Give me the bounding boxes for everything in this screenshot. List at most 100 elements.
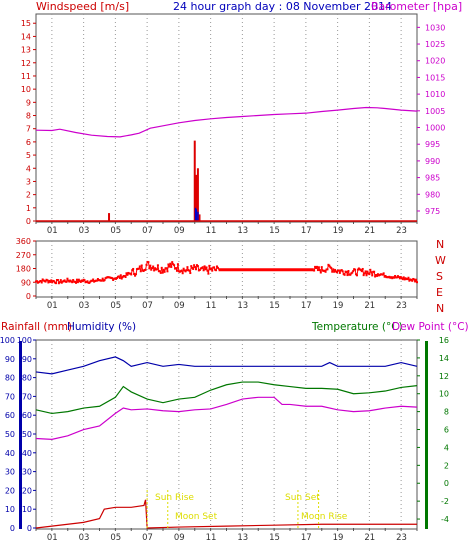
rainfall-tick-label: 40 [5, 449, 15, 458]
x-tick-label: 15 [269, 533, 280, 543]
humidity-tick-label: 90 [22, 355, 32, 364]
temperature-tick-label: 2 [444, 461, 449, 470]
humidity-tick-label: 0 [27, 524, 32, 533]
sun-set-label: Sun Set [285, 493, 320, 503]
rainfall-tick-label: 100 [0, 336, 15, 345]
temperature-tick-label: 6 [444, 426, 449, 435]
x-tick-label: 09 [174, 226, 185, 236]
series-layer [35, 107, 418, 528]
direction-trace [167, 264, 168, 271]
temperature-line [36, 382, 417, 413]
rainfall-tick-label: 0 [10, 524, 15, 533]
rainfall-tick-label: 60 [5, 411, 15, 420]
direction-tick-label: 360 [16, 237, 31, 246]
temperature-tick-label: 10 [439, 390, 449, 399]
x-tick-label: 17 [301, 226, 312, 236]
x-tick-label: 03 [79, 226, 90, 236]
compass-e: E [436, 286, 443, 299]
x-tick-label: 11 [206, 533, 217, 543]
x-tick-label: 17 [301, 533, 312, 543]
x-tick-label: 19 [333, 226, 344, 236]
barometer-tick-label: 1025 [425, 40, 445, 49]
rainfall-tick-label: 20 [5, 486, 15, 495]
barometer-tick-label: 1005 [425, 107, 445, 116]
windspeed-tick-label: 15 [21, 19, 31, 28]
humidity-tick-label: 60 [22, 411, 32, 420]
barometer-tick-label: 1030 [425, 23, 445, 32]
humidity-tick-label: 100 [17, 336, 32, 345]
direction-tick-label: 270 [16, 251, 31, 260]
humidity-tick-label: 50 [22, 430, 32, 439]
x-tick-label: 23 [396, 226, 407, 236]
direction-tick-label: 0 [26, 292, 31, 301]
x-tick-label: 05 [110, 533, 121, 543]
windspeed-tick-label: 8 [26, 112, 31, 121]
x-tick-label: 05 [110, 301, 121, 311]
x-tick-label: 19 [333, 301, 344, 311]
rainfall-axis-title: Rainfall (mm) [1, 321, 72, 333]
compass-labels: N W S E N [435, 238, 446, 315]
x-tick-label: 03 [79, 533, 90, 543]
windspeed-tick-label: 6 [26, 138, 31, 147]
sun-rise-label: Sun Rise [155, 493, 194, 503]
temperature-tick-label: -4 [441, 515, 449, 524]
compass-n-top: N [436, 238, 444, 251]
compass-w: W [435, 254, 446, 267]
barometer-line [36, 107, 417, 136]
x-tick-label: 21 [364, 301, 375, 311]
humidity-tick-label: 30 [22, 468, 32, 477]
x-tick-label: 13 [237, 533, 248, 543]
humidity-tick-label: 80 [22, 374, 32, 383]
compass-n-bottom: N [436, 302, 444, 315]
barometer-tick-label: 1010 [425, 90, 445, 99]
rainfall-tick-label: 80 [5, 374, 15, 383]
windspeed-tick-label: 7 [26, 125, 31, 134]
temperature-axis-title: Temperature (°C) [311, 321, 403, 333]
barometer-tick-label: 1020 [425, 57, 445, 66]
x-tick-label: 21 [364, 533, 375, 543]
rainfall-tick-label: 90 [5, 355, 15, 364]
humidity-tick-label: 10 [22, 505, 32, 514]
humidity-tick-label: 40 [22, 449, 32, 458]
direction-point [416, 281, 418, 283]
temperature-tick-label: 12 [439, 372, 449, 381]
humidity-line [36, 357, 417, 374]
x-tick-label: 09 [174, 533, 185, 543]
x-tick-label: 01 [47, 226, 58, 236]
direction-tick-label: 90 [21, 278, 31, 287]
barometer-axis-title: Barometer [hpa] [371, 0, 462, 13]
barometer-tick-label: 995 [425, 140, 440, 149]
x-tick-label: 07 [142, 301, 153, 311]
rainfall-tick-label: 70 [5, 392, 15, 401]
rainfall-tick-label: 10 [5, 505, 15, 514]
windspeed-tick-label: 1 [26, 204, 31, 213]
barometer-tick-label: 1000 [425, 124, 445, 133]
x-tick-label: 17 [301, 301, 312, 311]
temperature-tick-label: 0 [444, 479, 449, 488]
direction-trace [190, 266, 191, 273]
temperature-tick-label: 14 [439, 354, 449, 363]
x-tick-label: 21 [364, 226, 375, 236]
humidity-axis-title: Humidity (%) [67, 321, 136, 333]
temperature-tick-label: 16 [439, 336, 449, 345]
barometer-tick-label: 975 [425, 207, 440, 216]
compass-s: S [436, 270, 443, 283]
windspeed-tick-label: 5 [26, 151, 31, 160]
x-tick-label: 11 [206, 301, 217, 311]
humidity-tick-label: 70 [22, 392, 32, 401]
windspeed-tick-label: 10 [21, 85, 31, 94]
barometer-tick-label: 980 [425, 190, 440, 199]
humidity-tick-label: 20 [22, 486, 32, 495]
windspeed-tick-label: 9 [26, 98, 31, 107]
temperature-tick-label: -2 [441, 497, 449, 506]
windspeed-tick-label: 4 [26, 164, 31, 173]
x-tick-label: 23 [396, 301, 407, 311]
x-tick-label: 11 [206, 226, 217, 236]
barometer-tick-label: 990 [425, 157, 440, 166]
x-tick-label: 19 [333, 533, 344, 543]
direction-tick-label: 180 [16, 265, 31, 274]
x-tick-label: 07 [142, 533, 153, 543]
x-tick-label: 09 [174, 301, 185, 311]
temperature-tick-label: 4 [444, 443, 449, 452]
